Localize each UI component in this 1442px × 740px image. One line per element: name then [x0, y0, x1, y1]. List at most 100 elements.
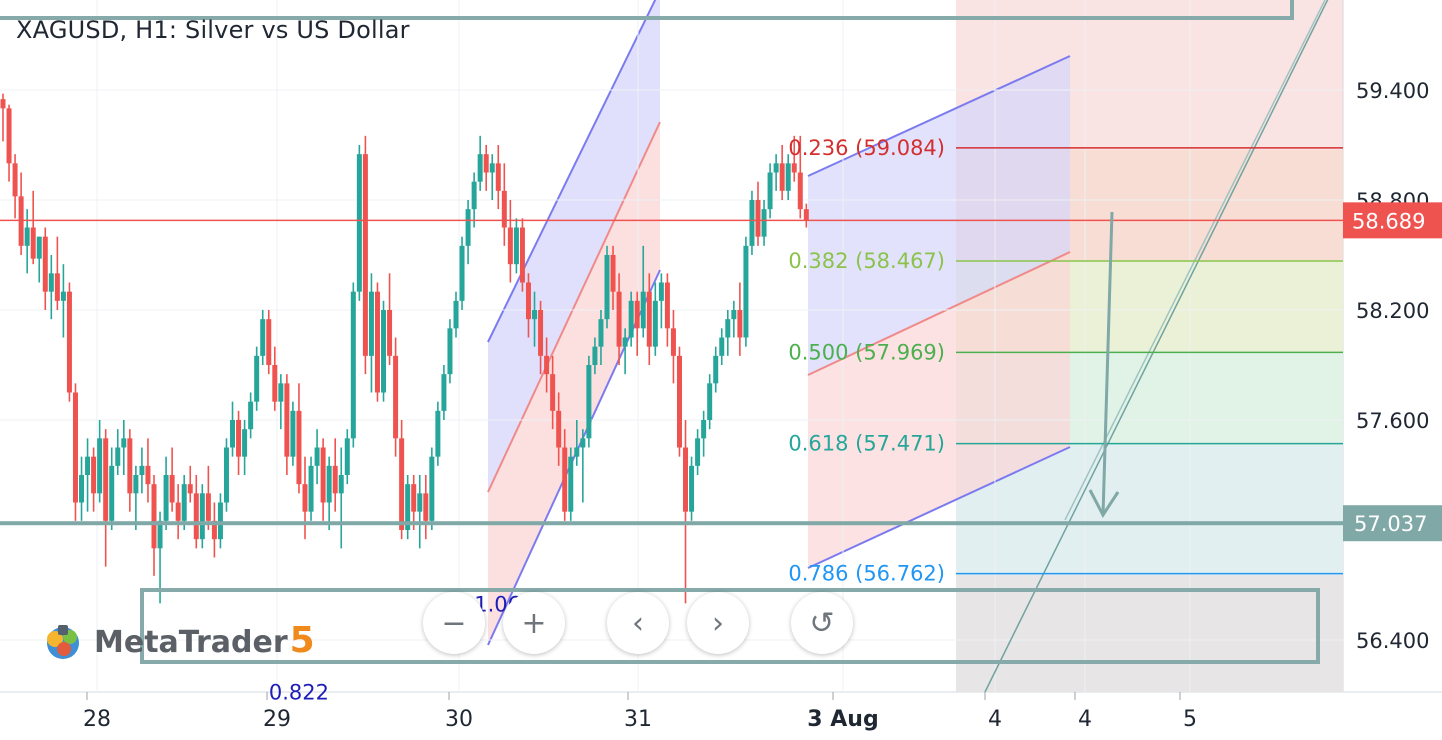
- candle-body: [411, 484, 417, 512]
- zoom-out-button[interactable]: −: [423, 592, 485, 654]
- annotation-label: 0.822: [269, 680, 329, 704]
- y-axis: 56.40057.03757.60058.20058.80059.40058.6…: [1343, 79, 1442, 653]
- candle-body: [157, 520, 163, 549]
- candle-body: [260, 319, 266, 356]
- y-tick-label: 59.400: [1356, 79, 1429, 103]
- candle-body: [435, 410, 441, 457]
- candle-body: [30, 227, 36, 259]
- candle-body: [532, 310, 538, 320]
- candle-body: [477, 154, 483, 182]
- x-tick-label: 31: [624, 707, 652, 732]
- candles: [0, 93, 809, 604]
- candle-body: [308, 465, 314, 512]
- candle-body: [683, 447, 689, 512]
- top-box: [0, 0, 1294, 20]
- channel-2-upper-band: [808, 56, 1070, 375]
- candle-body: [374, 291, 380, 393]
- fib-zone-5: [956, 575, 1343, 692]
- candle-body: [695, 438, 701, 466]
- candle-body: [314, 447, 320, 466]
- candle-body: [79, 475, 85, 503]
- candle-body: [701, 420, 707, 439]
- candle-body: [223, 447, 229, 503]
- fib-label: 0.618 (57.471): [788, 432, 945, 456]
- fib-label: 0.786 (56.762): [788, 562, 945, 586]
- candle-body: [91, 456, 97, 494]
- candle-body: [592, 346, 598, 365]
- x-tick-label: 5: [1183, 707, 1197, 732]
- candle-body: [85, 456, 91, 475]
- candle-body: [48, 273, 54, 292]
- candle-body: [519, 227, 525, 283]
- candle-body: [507, 227, 513, 265]
- candle-body: [417, 493, 423, 512]
- candle-body: [326, 465, 332, 503]
- candle-body: [797, 172, 803, 210]
- candle-body: [266, 319, 272, 365]
- candle-body: [60, 291, 66, 301]
- x-tick-label: 4: [988, 707, 1002, 732]
- candle-body: [115, 447, 121, 466]
- candle-body: [139, 465, 145, 475]
- x-axis: 28 29 30 31 3 Aug 4 4 5: [83, 692, 1197, 732]
- candle-body: [290, 410, 296, 457]
- candle-body: [761, 209, 767, 237]
- candle-body: [616, 291, 622, 347]
- trendline-2: [1064, 0, 1326, 521]
- candle-body: [368, 291, 374, 356]
- metatrader-logo: MetaTrader5: [40, 620, 315, 661]
- candle-body: [423, 493, 429, 521]
- candle-body: [356, 154, 362, 292]
- x-tick-label: 4: [1078, 707, 1092, 732]
- x-tick-label: 28: [83, 707, 111, 732]
- candle-body: [399, 438, 405, 530]
- candle-body: [538, 310, 544, 356]
- logo-version: 5: [289, 620, 315, 661]
- fibonacci-labels: 0.236 (59.084) 0.382 (58.467) 0.500 (57.96…: [788, 136, 945, 586]
- x-tick-label: 29: [263, 707, 291, 732]
- candle-body: [568, 456, 574, 512]
- candle-body: [743, 245, 749, 338]
- candle-body: [199, 493, 205, 540]
- candle-body: [670, 328, 676, 356]
- candle-body: [749, 200, 755, 246]
- candle-body: [169, 475, 175, 503]
- scroll-right-button[interactable]: ›: [687, 592, 749, 654]
- candle-body: [344, 438, 350, 475]
- support-line: [0, 521, 1343, 526]
- candle-body: [755, 200, 761, 237]
- candle-body: [737, 310, 743, 338]
- candle-body: [254, 355, 260, 402]
- candle-body: [689, 465, 695, 512]
- candle-body: [193, 493, 199, 540]
- scroll-left-button[interactable]: ‹: [607, 592, 669, 654]
- candle-body: [181, 484, 187, 521]
- candle-body: [54, 273, 60, 301]
- candle-body: [453, 300, 459, 329]
- candle-body: [556, 410, 562, 448]
- zoom-in-button[interactable]: +: [503, 592, 565, 654]
- candle-body: [791, 163, 797, 173]
- candle-body: [217, 502, 223, 540]
- candle-body: [36, 236, 42, 259]
- candle-body: [562, 447, 568, 512]
- candle-body: [550, 374, 556, 411]
- candle-body: [362, 154, 368, 356]
- candle-body: [278, 383, 284, 402]
- candle-body: [441, 374, 447, 411]
- reset-button[interactable]: ↺: [791, 592, 853, 654]
- candle-body: [513, 227, 519, 265]
- candle-body: [296, 410, 302, 485]
- candle-body: [580, 438, 586, 448]
- candle-body: [767, 172, 773, 210]
- candle-body: [211, 520, 217, 540]
- candle-body: [628, 300, 634, 338]
- candle-body: [6, 108, 12, 164]
- support-price-tag: [1343, 505, 1442, 542]
- fib-label: 0.382 (58.467): [788, 249, 945, 273]
- candle-body: [664, 282, 670, 329]
- candle-body: [676, 355, 682, 448]
- fibonacci-levels: [956, 147, 1343, 575]
- price-axis-background: [1343, 0, 1442, 740]
- y-tick-label: 56.400: [1356, 629, 1429, 653]
